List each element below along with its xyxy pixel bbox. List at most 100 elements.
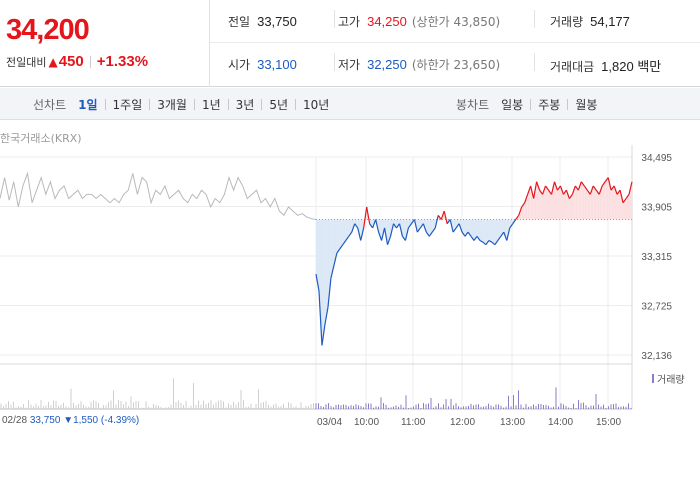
up-area-fill [620,190,624,220]
up-area-fill [593,185,597,220]
today-series-segment [407,223,412,229]
chart-tabbar: 선차트 1일 1주일 3개월 1년 3년 5년 10년 봉차트 일봉 주봉 월봉 [0,88,700,120]
tab-3year[interactable]: 3년 [235,98,255,112]
prev-day-series-line [0,171,317,220]
today-series-segment [625,194,630,199]
today-series-segment [604,177,609,183]
divider [261,99,263,110]
today-series-segment [601,181,606,187]
up-area-fill [599,185,603,220]
up-area-fill [569,194,573,220]
tab-monthly-candle[interactable]: 월봉 [575,98,598,112]
today-series-segment [494,240,499,246]
today-series-segment [571,185,576,195]
down-area-fill [387,219,391,245]
today-series-segment [327,278,332,308]
up-area-fill [560,185,564,220]
down-area-fill [462,219,466,237]
stat-grid: 전일 33,750 고가 34,250 (상한가 43,850) 거래량 54,… [210,0,700,87]
prev-day-date: 02/28 [2,415,28,426]
tab-1week[interactable]: 1주일 [112,98,143,112]
today-series-segment [315,273,320,291]
today-series-segment [521,202,526,208]
today-series-segment [595,189,600,195]
today-series-segment [598,185,603,195]
tab-10year[interactable]: 10년 [303,98,330,112]
change-percent: +1.33% [96,53,149,70]
today-series-segment [607,177,612,191]
divider [567,99,569,110]
up-area-fill [554,181,558,220]
today-series-segment [461,231,466,237]
tab-5year[interactable]: 5년 [269,98,289,112]
change-label: 전일대비 [6,55,47,69]
today-series-segment [425,231,430,237]
today-series-segment [616,189,621,195]
stat-row: 전일 33,750 고가 34,250 (상한가 43,850) 거래량 54,… [210,0,700,43]
today-series-segment [464,231,469,237]
down-area-fill [396,219,400,228]
today-series-segment [389,223,395,237]
down-area-fill [476,219,480,241]
today-series-segment [622,198,627,204]
today-series-segment [324,307,329,325]
today-series-segment [628,181,633,195]
today-series-segment [479,239,484,243]
down-area-fill [500,219,504,237]
today-series-segment [330,265,335,279]
up-area-fill [557,185,561,220]
today-series-segment [404,227,409,241]
today-series-segment [589,185,594,195]
today-series-segment [583,185,588,191]
tab-weekly-candle[interactable]: 주봉 [538,98,561,112]
down-area-fill [348,219,352,237]
line-chart-tabs: 선차트 1일 1주일 3개월 1년 3년 5년 10년 [33,96,332,113]
divider [534,53,535,71]
down-area-fill [465,219,469,237]
today-series-segment [509,223,514,229]
down-area-fill [471,219,474,241]
today-series-segment [318,290,323,346]
today-series-segment [619,190,624,203]
down-area-fill [345,219,349,241]
today-series-segment [348,231,353,237]
line-chart-label: 선차트 [33,98,67,112]
down-area-fill [321,219,325,346]
today-series-segment [610,185,615,191]
y-tick-label: 33,315 [641,252,672,263]
today-series-segment [321,324,326,346]
y-tick-label: 32,136 [641,351,672,362]
prev-day-change: 1,550 [73,415,99,426]
divider [334,53,335,71]
today-series-segment [545,185,550,191]
stat-low: 저가 32,250 (하한가 23,650) [338,56,500,73]
today-series-segment [548,189,552,195]
tab-3month[interactable]: 3개월 [157,98,187,112]
up-area-fill [572,185,576,220]
today-series-segment [491,241,496,246]
tab-daily-candle[interactable]: 일봉 [501,98,524,112]
today-series-segment [562,189,567,195]
up-area-fill [536,181,540,220]
today-series-segment [592,185,597,191]
up-area-fill [626,194,630,220]
today-series-segment [518,206,523,216]
divider [89,55,91,68]
today-series-segment [434,215,439,229]
down-area-fill [402,219,406,241]
today-series-segment [357,227,362,241]
tab-1day[interactable]: 1일 [78,98,98,112]
x-tick-label: 03/04 [317,417,342,428]
today-series-segment [559,185,564,195]
today-series-segment [378,231,383,241]
today-series-segment [396,223,400,229]
tab-1year[interactable]: 1년 [201,98,221,112]
up-area-fill [545,185,549,220]
stat-label: 거래대금 [550,60,595,74]
stat-value: 54,177 [590,14,630,29]
up-area-fill [548,190,552,220]
today-series-segment [446,219,451,225]
today-series-segment [497,235,502,241]
today-series-segment [530,185,535,199]
stat-label: 거래량 [550,15,584,29]
